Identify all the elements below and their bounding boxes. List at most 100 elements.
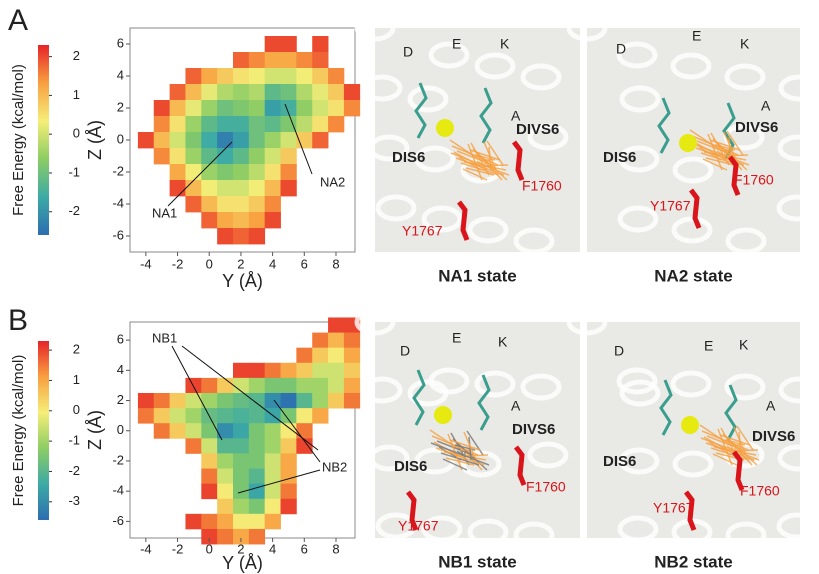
y-tick-label: 4: [117, 362, 124, 377]
heat-cell: [281, 84, 297, 100]
heat-cell: [296, 363, 312, 379]
x-tick-label: 0: [206, 256, 213, 271]
heat-cell: [185, 408, 201, 424]
heat-cell: [281, 363, 297, 379]
residue-label: D: [616, 41, 626, 57]
heat-cell: [217, 180, 233, 196]
heat-cell: [249, 408, 265, 424]
residue-label: DIS6: [603, 149, 636, 166]
ion: [436, 119, 454, 137]
heat-cell: [217, 212, 233, 228]
colorbar-title: Free Energy (kcal/mol): [10, 64, 27, 216]
heat-cell: [312, 132, 328, 148]
heat-cell: [185, 68, 201, 84]
heat-cell: [296, 68, 312, 84]
heat-cell: [201, 100, 217, 116]
heat-cell: [249, 514, 265, 530]
heat-cell: [249, 84, 265, 100]
heat-cell: [217, 100, 233, 116]
heat-cell: [233, 148, 249, 164]
heat-cell: [201, 453, 217, 469]
residue-label: K: [498, 334, 508, 350]
y-tick-label: -2: [112, 452, 124, 467]
annotation: NB2: [322, 459, 347, 474]
colorbar: [38, 45, 49, 235]
heat-cell: [249, 363, 265, 379]
heat-cell: [185, 196, 201, 212]
heat-cell: [201, 196, 217, 212]
heat-cell: [201, 68, 217, 84]
heat-cell: [281, 116, 297, 132]
heat-cell: [233, 484, 249, 500]
heat-cell: [233, 499, 249, 515]
heat-cell: [281, 164, 297, 180]
residue-label: DIS6: [392, 149, 425, 166]
colorbar-tick-label: 1: [73, 87, 80, 102]
heat-cell: [281, 180, 297, 196]
annotation: NB1: [152, 330, 177, 345]
heat-cell: [217, 408, 233, 424]
x-axis-label: Y (Å): [222, 271, 263, 291]
x-tick-label: -2: [172, 541, 184, 556]
heat-cell: [185, 132, 201, 148]
heat-cell: [201, 84, 217, 100]
residue-label: D: [614, 343, 624, 359]
y-axis-label: Z (Å): [85, 410, 105, 450]
heat-cell: [217, 438, 233, 454]
heat-cell: [154, 100, 170, 116]
heat-cell: [233, 68, 249, 84]
colorbar-tick-label: -2: [68, 463, 80, 478]
heat-cell: [281, 499, 297, 515]
heat-cell: [265, 196, 281, 212]
x-tick-label: 2: [237, 256, 244, 271]
residue-label: F1760: [526, 479, 566, 495]
heat-cell: [201, 116, 217, 132]
colorbar-title: Free Energy (kcal/mol): [10, 355, 27, 507]
heat-cell: [296, 100, 312, 116]
heat-cell: [265, 499, 281, 515]
residue-label: D: [400, 343, 410, 359]
heat-cell: [185, 84, 201, 100]
residue-label: E: [452, 330, 461, 346]
heat-cell: [312, 36, 328, 52]
heat-cell: [281, 408, 297, 424]
annotation: NA1: [152, 205, 177, 220]
heat-cell: [170, 180, 186, 196]
heat-cell: [233, 196, 249, 212]
heat-cell: [265, 164, 281, 180]
heat-cell: [185, 180, 201, 196]
residue-label: E: [704, 338, 713, 354]
heat-cell: [170, 132, 186, 148]
heat-cell: [170, 393, 186, 409]
heat-cell: [201, 469, 217, 485]
heat-cell: [170, 423, 186, 439]
x-tick-label: 6: [301, 256, 308, 271]
heat-cell: [312, 68, 328, 84]
x-tick-label: 4: [269, 541, 276, 556]
heat-cell: [201, 164, 217, 180]
heat-cell: [265, 84, 281, 100]
heat-cell: [281, 423, 297, 439]
heat-cell: [170, 116, 186, 132]
heat-cell: [185, 116, 201, 132]
residue-label: K: [740, 36, 750, 52]
ion: [434, 406, 452, 424]
heat-cell: [328, 84, 344, 100]
heat-cell: [170, 100, 186, 116]
state-label: NB1 state: [438, 552, 516, 571]
heat-cell: [296, 348, 312, 364]
heat-cell: [217, 84, 233, 100]
heat-cell: [217, 164, 233, 180]
colorbar-tick-label: 0: [73, 402, 80, 417]
residue-label: Y1767: [402, 223, 443, 239]
residue-label: E: [692, 28, 701, 44]
heat-cell: [328, 100, 344, 116]
heat-cell: [312, 116, 328, 132]
x-axis-label: Y (Å): [222, 553, 263, 573]
heat-cell: [217, 228, 233, 244]
colorbar-tick-label: -1: [68, 433, 80, 448]
residue-label: D: [403, 44, 413, 60]
state-label: NB2 state: [654, 552, 732, 571]
colorbar-tick-label: -1: [68, 164, 80, 179]
annotation: NA2: [320, 174, 345, 189]
